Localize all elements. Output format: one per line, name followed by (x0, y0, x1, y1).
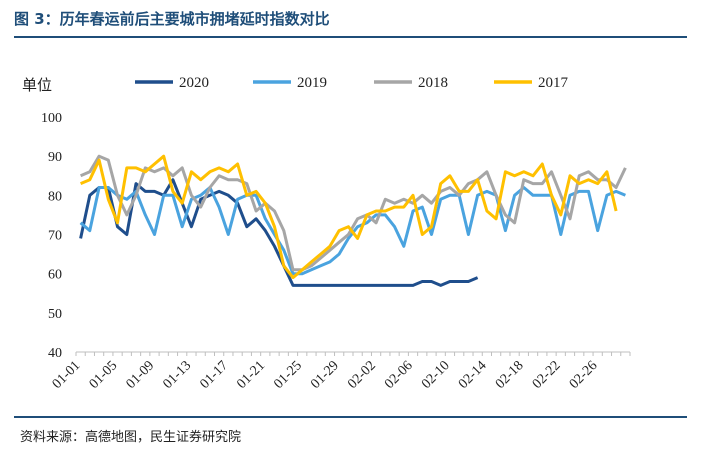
y-tick-label: 70 (48, 229, 62, 244)
chart-legend: 2020 2019 2018 2017 (135, 75, 569, 91)
legend-label-2018: 2018 (418, 75, 448, 91)
x-tick-label: 01-09 (124, 358, 158, 392)
x-tick-label: 02-26 (567, 358, 601, 392)
x-tick-label: 01-21 (234, 358, 268, 392)
x-tick-label: 02-14 (456, 358, 490, 392)
x-tick-label: 02-06 (382, 358, 416, 392)
series-line-2018 (80, 154, 627, 272)
y-tick-label: 60 (48, 268, 62, 283)
bottom-divider (14, 416, 687, 418)
source-note: 资料来源：高德地图，民生证券研究院 (20, 430, 242, 445)
x-tick-label: 01-01 (50, 358, 84, 392)
x-tick-label: 01-29 (308, 358, 342, 392)
x-tick-label: 01-13 (161, 358, 195, 392)
x-tick-label: 01-05 (87, 358, 121, 392)
legend-label-2020: 2020 (179, 75, 209, 91)
y-tick-label: 90 (48, 150, 62, 165)
y-tick-label: 40 (48, 346, 62, 361)
x-tick-label: 01-25 (271, 358, 305, 392)
top-divider (14, 36, 687, 38)
y-tick-label: 80 (48, 189, 62, 204)
series-lines (79, 154, 627, 287)
y-axis-ticks: 100 90 80 70 60 50 40 (41, 111, 62, 361)
x-axis-ticks: 01-01 01-05 01-09 01-13 01-17 01-21 01-25 01-29… (50, 352, 631, 392)
x-tick-label: 02-22 (530, 358, 564, 392)
figure-title: 图 3：历年春运前后主要城市拥堵延时指数对比 (14, 10, 330, 28)
legend-label-2019: 2019 (297, 75, 327, 91)
y-tick-label: 100 (41, 111, 62, 126)
x-tick-label: 01-17 (197, 358, 231, 392)
y-tick-label: 50 (48, 307, 62, 322)
x-tick-label: 02-02 (345, 358, 379, 392)
x-tick-label: 02-18 (493, 358, 527, 392)
series-line-2017 (80, 154, 618, 280)
legend-label-2017: 2017 (538, 75, 569, 91)
y-axis-label: 单位 (22, 76, 52, 94)
series-line-2020 (79, 178, 479, 287)
x-tick-label: 02-10 (419, 358, 453, 392)
